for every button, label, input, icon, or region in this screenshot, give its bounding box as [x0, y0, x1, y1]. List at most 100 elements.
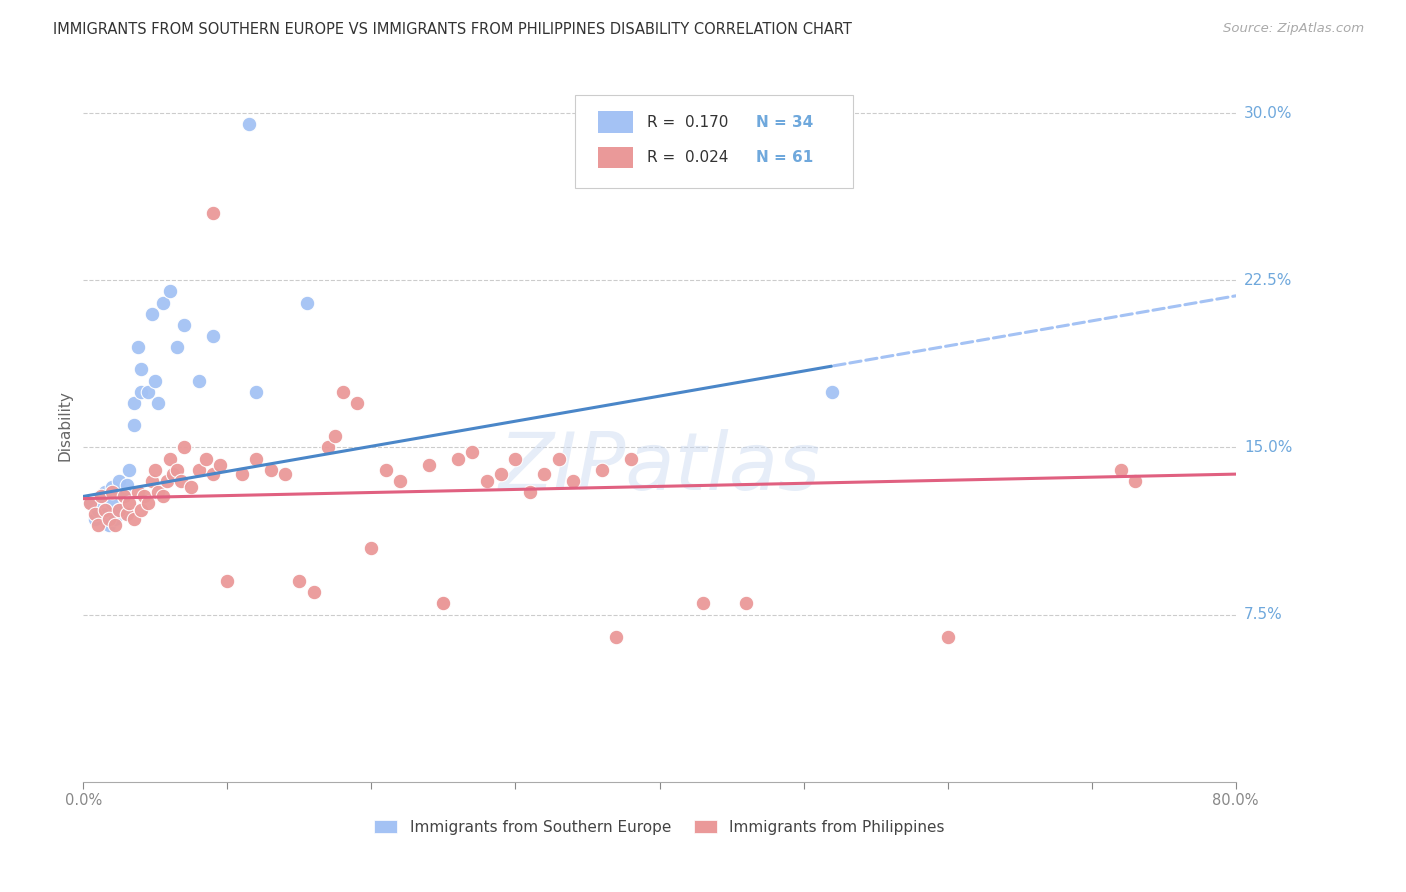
Point [104, 511, 127, 525]
Point [83, 511, 105, 525]
FancyBboxPatch shape [599, 112, 633, 133]
Point [159, 285, 181, 299]
Text: 30.0%: 30.0% [1244, 105, 1292, 120]
Point [238, 117, 260, 131]
Point [180, 481, 202, 495]
Point [706, 117, 728, 131]
Point [1123, 474, 1146, 488]
Point [132, 490, 155, 504]
Point [108, 502, 131, 516]
Point [201, 329, 224, 343]
Point [461, 445, 484, 459]
Text: 7.5%: 7.5% [1244, 607, 1282, 622]
Point [127, 485, 149, 500]
Point [432, 596, 454, 610]
Point [148, 396, 170, 410]
Point [90, 490, 112, 504]
Point [187, 374, 209, 388]
Text: ZIPatlas: ZIPatlas [499, 429, 821, 507]
Point [332, 384, 354, 399]
Point [562, 474, 585, 488]
Point [295, 295, 318, 310]
Y-axis label: Disability: Disability [58, 390, 72, 460]
Point [173, 441, 195, 455]
Point [122, 396, 145, 410]
Point [148, 485, 170, 500]
Point [141, 307, 163, 321]
Point [122, 418, 145, 433]
Point [143, 463, 166, 477]
Text: N = 34: N = 34 [756, 114, 814, 129]
Point [533, 467, 555, 482]
Point [316, 441, 339, 455]
Point [389, 474, 412, 488]
Point [173, 318, 195, 332]
Point [288, 574, 311, 588]
Point [94, 502, 117, 516]
Text: 15.0%: 15.0% [1244, 440, 1292, 455]
Point [94, 485, 117, 500]
Point [129, 384, 152, 399]
Point [159, 451, 181, 466]
Point [112, 490, 135, 504]
Text: 22.5%: 22.5% [1244, 273, 1292, 288]
Point [489, 467, 512, 482]
Point [1109, 463, 1132, 477]
Point [115, 507, 138, 521]
Point [170, 474, 193, 488]
Point [302, 585, 325, 599]
Point [505, 451, 527, 466]
Point [143, 374, 166, 388]
Point [201, 467, 224, 482]
Point [217, 574, 239, 588]
Point [115, 507, 138, 521]
Point [231, 467, 253, 482]
Point [519, 485, 541, 500]
Point [118, 496, 141, 510]
Point [156, 474, 179, 488]
Text: N = 61: N = 61 [756, 150, 814, 165]
Point [475, 474, 498, 488]
Point [346, 396, 368, 410]
Point [162, 467, 184, 482]
Text: Source: ZipAtlas.com: Source: ZipAtlas.com [1223, 22, 1364, 36]
Point [591, 463, 613, 477]
Point [821, 384, 844, 399]
FancyBboxPatch shape [575, 95, 853, 188]
Point [166, 340, 188, 354]
Point [692, 596, 714, 610]
Point [98, 511, 121, 525]
Point [374, 463, 396, 477]
Legend: Immigrants from Southern Europe, Immigrants from Philippines: Immigrants from Southern Europe, Immigra… [374, 820, 945, 835]
Point [166, 463, 188, 477]
Point [152, 295, 174, 310]
Point [127, 340, 149, 354]
Point [90, 490, 112, 504]
Point [152, 490, 174, 504]
Point [136, 496, 159, 510]
Point [194, 451, 217, 466]
Point [259, 463, 281, 477]
Point [187, 463, 209, 477]
Point [98, 518, 121, 533]
Point [101, 485, 124, 500]
Point [129, 502, 152, 516]
Point [86, 502, 108, 516]
Point [122, 511, 145, 525]
Point [245, 384, 267, 399]
Text: IMMIGRANTS FROM SOUTHERN EUROPE VS IMMIGRANTS FROM PHILIPPINES DISABILITY CORREL: IMMIGRANTS FROM SOUTHERN EUROPE VS IMMIG… [53, 22, 852, 37]
Point [104, 518, 127, 533]
Point [83, 507, 105, 521]
Point [136, 384, 159, 399]
Point [115, 478, 138, 492]
Point [79, 496, 101, 510]
Point [94, 507, 117, 521]
Point [274, 467, 297, 482]
Point [432, 596, 454, 610]
Point [245, 451, 267, 466]
Point [108, 502, 131, 516]
Point [605, 630, 627, 644]
Point [141, 474, 163, 488]
Point [108, 474, 131, 488]
Point [129, 362, 152, 376]
